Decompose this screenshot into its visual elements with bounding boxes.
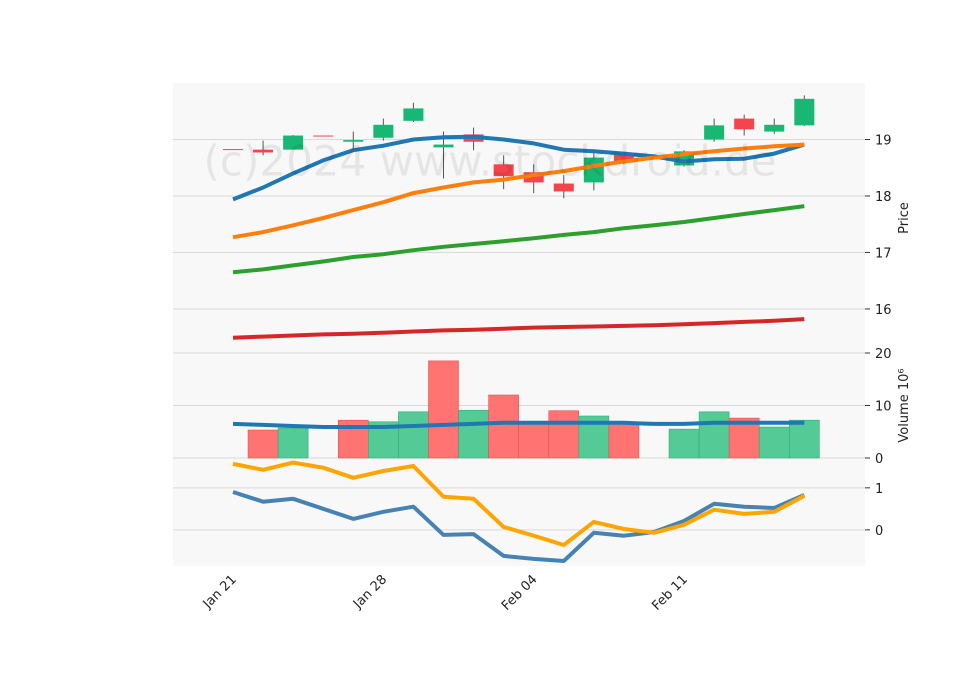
candle-body — [343, 140, 364, 142]
indicator-line — [232, 142, 805, 240]
y-tick-label: 20 — [875, 347, 892, 362]
candle-body — [764, 124, 785, 132]
volume-bar — [247, 429, 279, 459]
candle-body — [704, 125, 725, 140]
volume-bar — [698, 411, 730, 459]
y-tick-label: 10 — [875, 400, 892, 415]
indicator-line — [232, 134, 805, 202]
volume-bar — [277, 427, 309, 459]
y-tick-label: 17 — [875, 246, 892, 261]
candle-body — [373, 124, 394, 138]
indicator-line — [232, 204, 805, 275]
volume-bar — [398, 411, 429, 459]
marks — [223, 95, 820, 563]
indicator-line — [232, 420, 805, 429]
x-tick-label: Jan 21 — [200, 572, 240, 612]
indicator-line — [232, 460, 806, 547]
candle-body — [794, 98, 815, 126]
candle-body — [493, 164, 514, 177]
candle-body — [313, 135, 334, 137]
y-tick-label: 18 — [875, 190, 892, 205]
candle-body — [613, 154, 634, 163]
candle-body — [433, 144, 454, 148]
plot-background — [173, 83, 865, 566]
y-axis-label: Volume 10⁶ — [897, 368, 912, 442]
candle-body — [523, 172, 544, 183]
y-axis-label: Price — [897, 202, 912, 234]
volume-bar — [789, 419, 820, 459]
volume-bar — [488, 394, 519, 459]
volume-bar — [668, 428, 700, 459]
watermark: (c)2024 www.stockdroid.de — [204, 137, 777, 186]
volume-bar — [458, 409, 489, 459]
volume-bar — [428, 360, 459, 459]
candle-body — [553, 183, 574, 192]
indicator-line — [232, 317, 805, 340]
x-tick-label: Feb 11 — [649, 572, 691, 614]
volume-bar — [608, 423, 640, 459]
volume-bar — [758, 426, 790, 459]
candle-body — [223, 149, 243, 151]
volume-bar — [518, 421, 550, 459]
x-tick-label: Jan 28 — [350, 572, 390, 612]
y-tick-label: 0 — [875, 452, 883, 467]
x-tick-label: Feb 04 — [499, 572, 541, 614]
candle-body — [734, 118, 755, 130]
y-tick-label: 19 — [875, 133, 892, 148]
volume-bar — [548, 410, 580, 459]
indicator-line — [232, 490, 806, 563]
candle-body — [403, 108, 424, 121]
y-tick-label: 0 — [875, 524, 883, 539]
y-tick-label: 1 — [875, 482, 883, 497]
y-tick-label: 16 — [875, 303, 892, 318]
candle-body — [283, 135, 304, 150]
candle-body — [253, 149, 274, 153]
